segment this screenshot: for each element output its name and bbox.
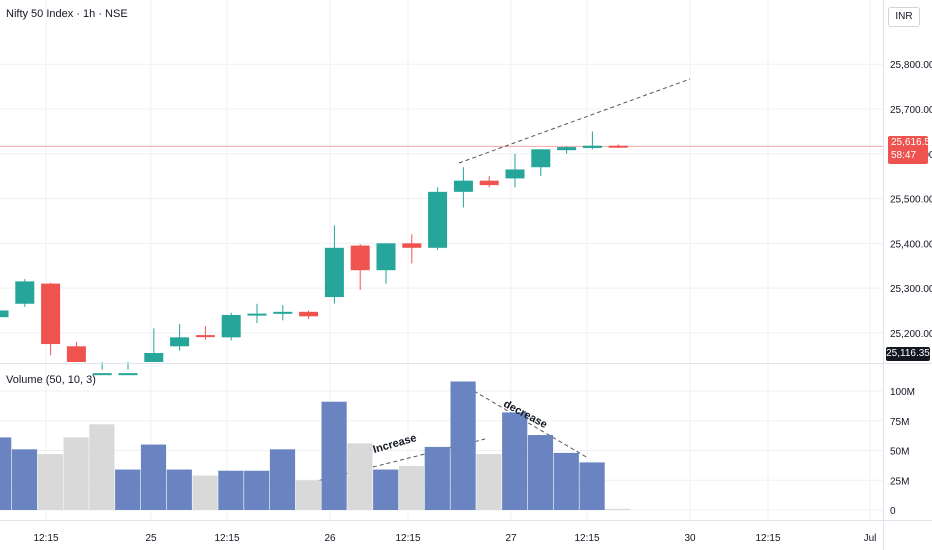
volume-bar [476,454,502,510]
time-tick-label: 12:15 [395,533,420,544]
candle-body [247,313,267,316]
candle-body [402,243,422,248]
volume-tick-label: 50M [890,447,909,458]
candle-body [273,311,293,314]
candle-body [453,180,473,192]
volume-bar [527,435,554,510]
volume-bar [347,443,373,510]
bar-countdown: 58:47 [891,150,917,161]
candle-body [531,149,551,168]
price-tick-label: 25,200.00 [890,329,932,340]
time-tick-label: 27 [505,533,517,544]
volume-trend-decrease [473,390,589,459]
volume-bar [140,444,167,510]
volume-bar [37,454,63,510]
candle-body [299,311,319,317]
candle-body [557,147,577,151]
candle-body [428,191,448,248]
candle-body [376,243,396,271]
time-tick-label: 12:15 [214,533,239,544]
volume-bar [424,446,450,510]
candle-body [92,373,112,376]
candle-body [324,247,344,298]
grid [0,0,883,520]
volume-bar [502,412,528,510]
volume-bar [579,462,605,510]
time-axis: 12:15 25 12:15 26 12:15 27 12:15 30 12:15 Jul [33,533,876,544]
volume-bar [218,470,244,510]
candle-body [350,245,370,271]
volume-tick-label: 0 [890,506,896,517]
time-tick-label: 30 [684,533,696,544]
symbol-title[interactable]: Nifty 50 Index · 1h · NSE [6,8,128,20]
volume-series [0,381,631,510]
candle-body [118,373,138,376]
volume-indicator-title[interactable]: Volume (50, 10, 3) [6,374,96,386]
volume-bar [295,480,321,510]
volume-bar [450,381,476,510]
price-tick-label: 25,400.00 [890,239,932,250]
volume-bar [269,449,296,510]
candle-body [144,353,164,362]
price-tick-label: 25,700.00 [890,105,932,116]
candle-body [195,335,215,338]
volume-bar [321,401,347,510]
candle-body [221,314,241,338]
volume-bar [89,424,115,510]
candle-body [582,145,602,148]
currency-button[interactable]: INR [888,7,920,27]
volume-bar [373,469,399,510]
time-axis-border [0,520,932,521]
marker-price-tag: 25,116.35 [886,347,930,361]
price-tick-label: 25,300.00 [890,284,932,295]
price-axis: 25,800.0025,700.0025,600.0025,500.0025,4… [890,60,932,340]
last-price-value: 25,616.55 [891,137,932,148]
volume-bar [398,465,425,510]
candle-series [0,131,628,376]
time-tick-label: Jul [864,533,877,544]
candle-body [505,169,525,179]
pane-separator [0,363,932,364]
volume-tick-label: 25M [890,476,909,487]
volume-bar [63,437,89,510]
time-tick-label: 26 [324,533,336,544]
volume-axis: 100M 75M 50M 25M 0 [890,387,915,517]
volume-tick-label: 100M [890,387,915,398]
time-tick-label: 12:15 [755,533,780,544]
candle-body [41,283,61,345]
volume-bar [166,469,192,510]
volume-bar [605,508,631,510]
volume-bar [11,449,38,510]
volume-tick-label: 75M [890,417,909,428]
candle-body [170,337,190,347]
candle-body [66,346,86,362]
price-tick-label: 25,800.00 [890,60,932,71]
volume-bar [553,452,579,510]
candle-body [479,180,499,186]
volume-bar [115,469,141,510]
time-tick-label: 12:15 [574,533,599,544]
candle-body [608,145,628,148]
time-tick-label: 25 [145,533,157,544]
price-tick-label: 25,500.00 [890,195,932,206]
volume-bar [0,437,12,510]
trend-line [458,78,691,164]
volume-bar [244,470,270,510]
price-scale-border [883,0,884,550]
trend-lines [304,78,691,485]
volume-bar [192,475,218,510]
time-tick-label: 12:15 [33,533,58,544]
candle-body [0,310,9,318]
last-price-tag: 25,616.55 58:47 [888,136,932,164]
candle-body [15,281,35,304]
